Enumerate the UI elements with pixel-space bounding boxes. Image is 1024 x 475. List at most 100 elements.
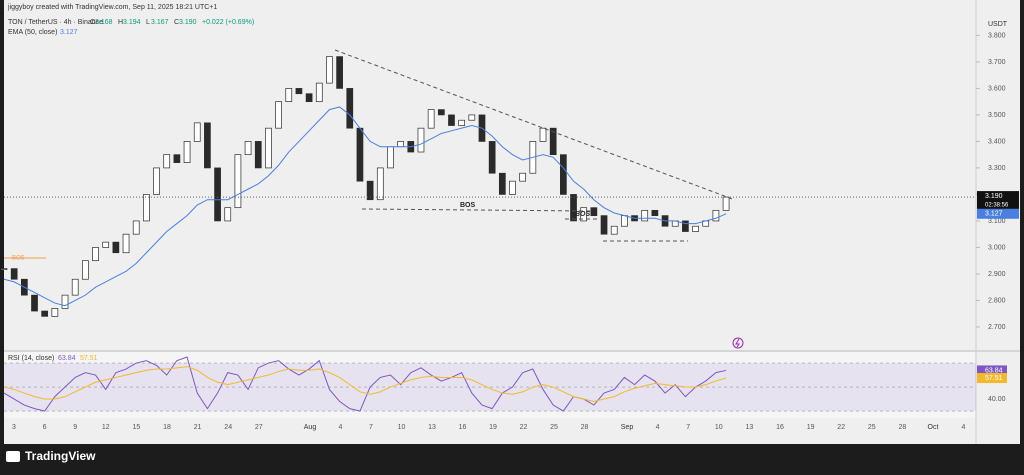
candle xyxy=(712,209,720,222)
x-tick-label: 27 xyxy=(255,424,263,431)
rsi-legend-value: 57.51 xyxy=(80,355,98,362)
footer-bar xyxy=(0,444,1024,470)
candle xyxy=(641,209,649,222)
candle xyxy=(488,141,496,174)
candle xyxy=(437,109,445,116)
background xyxy=(4,0,1020,444)
candle xyxy=(468,114,476,121)
y-tick-label: 3.600 xyxy=(988,85,1006,92)
candle xyxy=(214,167,221,222)
candle xyxy=(692,225,699,232)
x-tick-label: 18 xyxy=(163,424,171,431)
candle xyxy=(285,88,293,103)
rsi-tick-label: 40.00 xyxy=(988,396,1006,403)
candle xyxy=(549,127,557,156)
y-tick-label: 3.500 xyxy=(988,112,1006,119)
candle xyxy=(122,233,130,254)
candle xyxy=(610,225,618,235)
trendlines xyxy=(334,49,736,242)
candle xyxy=(305,93,313,103)
x-tick-label: 6 xyxy=(43,424,47,431)
y-tick-label: 3.400 xyxy=(988,138,1006,145)
logo-icon xyxy=(6,451,20,462)
candle xyxy=(143,194,150,222)
x-tick-label: 28 xyxy=(581,424,589,431)
ema-tag xyxy=(977,208,1019,219)
y-tick-label: 2.700 xyxy=(988,324,1006,331)
x-tick-label: 4 xyxy=(339,424,343,431)
candle xyxy=(722,196,730,211)
rsi-value: 63.84 xyxy=(985,367,1003,374)
indicator-line xyxy=(3,356,727,412)
candle xyxy=(519,172,527,182)
candle xyxy=(112,241,120,254)
ema-line xyxy=(3,106,727,307)
y-tick-label: 3.100 xyxy=(988,218,1006,225)
currency: USDT xyxy=(988,21,1008,28)
candle xyxy=(10,268,18,280)
candle xyxy=(346,88,354,129)
ohlc-label: H xyxy=(118,19,123,26)
candle xyxy=(163,154,171,169)
y-tick-label: 3.000 xyxy=(988,244,1006,251)
rsi-legend: RSI (14, close) xyxy=(8,355,54,362)
ema-price: 3.127 xyxy=(985,211,1003,218)
candle xyxy=(387,146,394,169)
candle xyxy=(682,220,689,232)
candle xyxy=(153,167,160,195)
ohlc-value: 3.168 xyxy=(95,19,113,26)
ema-legend: EMA (50, close) xyxy=(8,29,57,36)
candle xyxy=(498,172,506,195)
candle xyxy=(458,119,465,126)
candle xyxy=(326,56,333,84)
x-tick-label: 19 xyxy=(489,424,497,431)
candle xyxy=(31,294,38,312)
candle xyxy=(509,180,516,195)
logo: TradingView xyxy=(25,449,96,463)
rsi-tag xyxy=(977,365,1007,376)
candle xyxy=(82,260,89,280)
candle xyxy=(397,141,404,148)
x-tick-label: 4 xyxy=(962,424,966,431)
countdown: 02:38:56 xyxy=(985,203,1009,209)
candle xyxy=(204,122,211,169)
candle xyxy=(193,122,201,142)
change: +0.022 (+0.69%) xyxy=(202,19,254,26)
ema-last: 3.127 xyxy=(60,29,78,36)
x-tick-label: 15 xyxy=(133,424,141,431)
candle xyxy=(254,141,262,169)
candle xyxy=(315,82,323,103)
ohlc-label: O xyxy=(90,19,96,26)
ohlc-value: 3.167 xyxy=(151,19,169,26)
rsi-legend-value: 63.84 xyxy=(58,355,76,362)
x-tick-label: 25 xyxy=(550,424,558,431)
x-tick-label: 16 xyxy=(459,424,467,431)
candle xyxy=(376,167,384,201)
candle xyxy=(336,56,343,89)
x-tick-label: 13 xyxy=(428,424,436,431)
event-icon[interactable] xyxy=(732,337,744,349)
candle xyxy=(570,194,577,222)
candle xyxy=(539,127,547,142)
candle xyxy=(356,127,364,182)
x-tick-label: 19 xyxy=(807,424,815,431)
x-tick-label: 10 xyxy=(715,424,723,431)
candle xyxy=(427,109,435,129)
y-tick-label: 3.700 xyxy=(988,59,1006,66)
y-tick-label: 2.900 xyxy=(988,271,1006,278)
x-tick-label: 4 xyxy=(656,424,660,431)
candle xyxy=(0,268,8,270)
x-tick-label: 22 xyxy=(520,424,528,431)
x-tick-label: 22 xyxy=(837,424,845,431)
candle xyxy=(183,141,191,163)
candle xyxy=(417,127,425,153)
x-tick-label: 9 xyxy=(73,424,77,431)
annotation: BOS xyxy=(12,256,25,262)
price-tag xyxy=(977,191,1019,212)
x-tick-label: 24 xyxy=(224,424,232,431)
ohlc-value: 3.194 xyxy=(123,19,141,26)
rsi-tag xyxy=(977,373,1007,384)
event-icon-bolt xyxy=(735,338,740,348)
y-tick-label: 3.300 xyxy=(988,165,1006,172)
